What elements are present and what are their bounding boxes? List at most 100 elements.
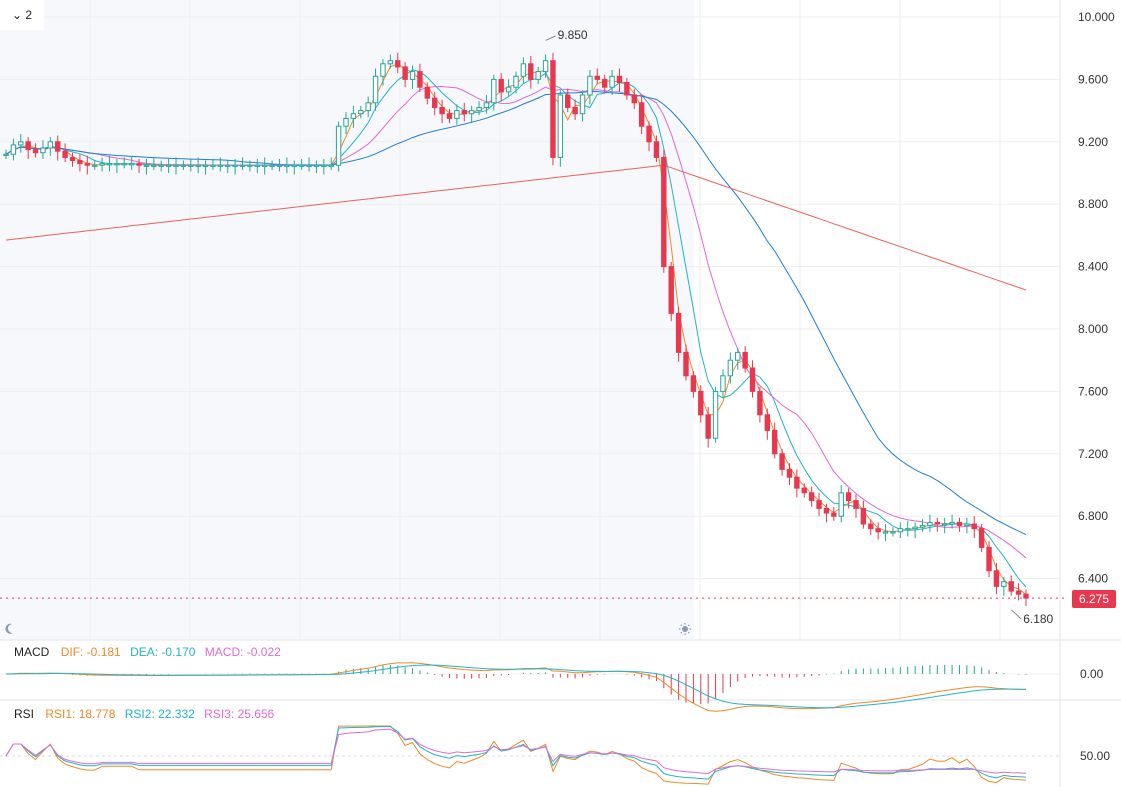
candle-body [128,163,135,166]
candle-body [217,164,224,167]
candle-body [269,164,275,167]
candle-body [180,164,187,167]
price-axis: 10.000 9.600 9.200 8.800 8.400 8.000 7.600 7.20… [1078,10,1115,586]
candle-body [328,164,334,167]
candle-body [993,570,1000,587]
candle-body [1001,581,1007,587]
price-tick-label: 7.600 [1078,384,1108,398]
candle-body [964,523,970,527]
candle-body [675,312,682,353]
candle-body [232,164,238,167]
candle-body [372,75,379,104]
candle-body [735,351,741,361]
macd-dea: DEA: -0.170 [130,645,196,659]
candle-body [845,492,852,502]
candle-body [210,164,216,167]
macd-dif: DIF: -0.181 [60,645,121,659]
candle-body [158,164,164,167]
candle-body [727,359,734,377]
candle-body [653,141,660,158]
candle-body [823,507,830,514]
candle-body [136,163,142,166]
price-tick-label: 9.200 [1078,135,1108,149]
candle-body [225,164,231,167]
candle-body [875,528,881,533]
candle-body [616,75,623,84]
candle-body [476,106,482,112]
rsi-tick-label: 50.00 [1080,749,1110,763]
macd-value: MACD: -0.022 [204,645,281,659]
candle-body [831,512,837,517]
candle-body [838,492,844,517]
candle-body [978,528,985,548]
candle-body [350,113,357,119]
candle-body [143,164,150,167]
candle-body [868,523,874,530]
candle-body [202,164,209,167]
price-tick-label: 7.200 [1078,447,1108,461]
candle-body [550,60,556,158]
candle-body [284,164,290,167]
candle-body [55,141,61,152]
rsi3: RSI3: 25.656 [204,707,275,721]
candle-body [306,164,312,167]
dea-line [5,664,1027,709]
sun-icon[interactable] [679,623,691,635]
candle-body [971,523,977,530]
candle-body [313,164,320,167]
candle-body [520,63,527,77]
candle-body [1008,581,1014,592]
candle-body [816,500,822,509]
collapse-button[interactable]: ⌄ 2 [0,0,44,30]
candle-body [513,75,519,88]
candle-body [365,102,371,112]
rsi1: RSI1: 18.778 [45,707,116,721]
candle-body [114,163,120,166]
candle-body [853,500,859,509]
candle-body [927,521,933,527]
chevron-down-icon: ⌄ [12,8,23,22]
candle-body [18,141,24,146]
candle-body [542,60,549,73]
candle-body [99,163,105,166]
candle-body [557,94,564,158]
candle-body [321,164,327,167]
price-tick-label: 10.000 [1078,10,1115,24]
candle-body [468,110,475,115]
rsi3-line [5,728,1027,775]
candle-body [91,164,98,167]
candle-body [579,94,586,115]
candle-body [934,521,941,525]
candle-body [505,86,512,93]
rsi-pane: 50.00 [0,725,1110,785]
candle-body [431,97,438,108]
candle-body [565,94,571,108]
candle-body [661,156,667,268]
candle-body [446,113,453,119]
candle-body [705,414,711,439]
high-label: 9.850 [558,28,588,42]
candle-body [535,71,541,80]
candle-body [276,164,283,167]
candle-body [712,390,719,439]
candle-body [860,507,867,525]
ma250-line [5,164,1027,291]
moon-icon[interactable] [5,623,13,634]
candle-body [764,414,771,431]
candle-body [454,110,460,119]
candle-body [757,390,763,416]
candle-body [40,147,46,154]
candle-body [25,141,31,151]
session-shading [0,0,694,640]
candle-body [742,351,748,369]
candlesticks [3,52,1029,606]
candle-body [298,164,305,167]
rsi2: RSI2: 22.332 [124,707,195,721]
candle-body [69,156,76,162]
candle-body [587,75,593,96]
candle-body [173,164,179,167]
candle-body [380,63,386,77]
candle-body [786,468,793,478]
